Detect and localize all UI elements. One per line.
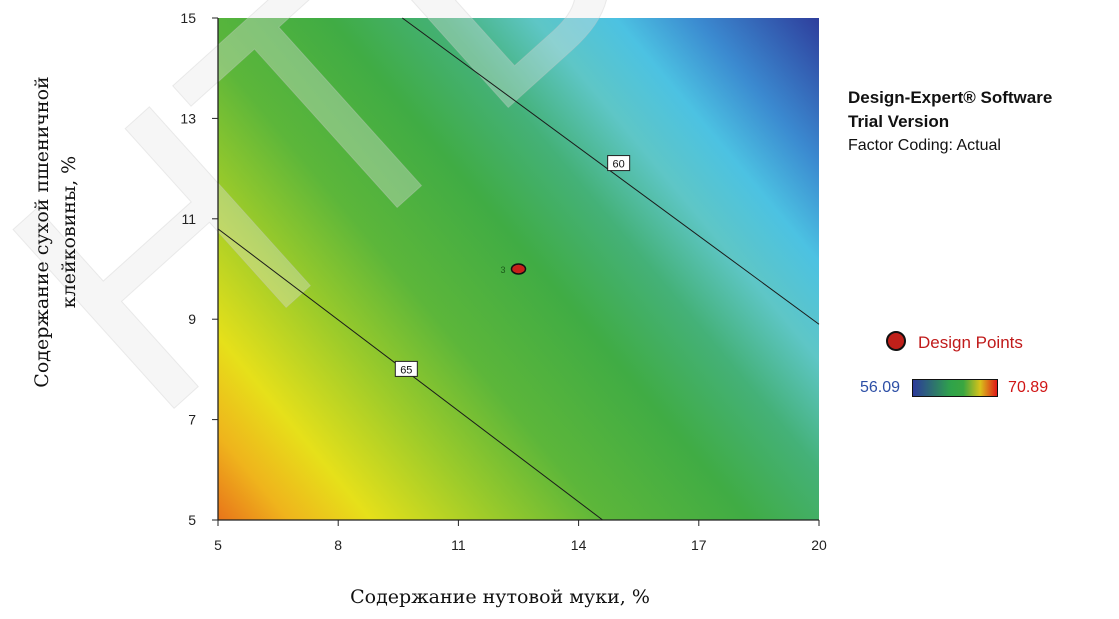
legend-trial-version: Trial Version [848,112,950,131]
color-scale-bar [912,379,999,397]
design-points-label: Design Points [918,333,1023,352]
color-scale-max: 70.89 [1008,379,1049,396]
y-axis-label-line-1: Содержание сухой пшеничной [31,76,53,388]
x-tick-label-17: 17 [691,537,707,553]
design-point-count: 3 [500,265,505,275]
y-tick-label-5: 5 [188,512,196,528]
contour-label-box-65 [394,360,418,377]
contour-line-60 [402,17,820,325]
x-tick-label-14: 14 [571,537,587,553]
y-tick-label-15: 15 [180,10,196,26]
design-point-marker-icon [886,331,906,351]
x-tick-label-11: 11 [451,537,466,553]
legend-software-name: Design-Expert® Software [848,88,1053,107]
contour-label-60: 60 [613,159,625,171]
color-scale-legend: 56.09 70.89 [860,379,1048,397]
x-tick-label-20: 20 [811,537,827,553]
y-axis-label: Содержание сухой пшеничной клейковины, % [29,76,83,387]
y-axis-label-line-2: клейковины, % [58,155,80,309]
contour-label-65: 65 [400,364,412,376]
design-point [510,263,527,275]
y-tick-label-11: 11 [181,211,196,227]
y-tick-label-13: 13 [180,110,196,126]
x-tick-label-8: 8 [334,537,342,553]
x-axis-label: Содержание нутовой муки, % [350,586,650,608]
legend-factor-coding: Factor Coding: Actual [848,137,1001,154]
color-scale-min: 56.09 [860,379,901,396]
x-tick-label-5: 5 [214,537,222,553]
y-tick-label-7: 7 [188,412,196,428]
y-tick-label-9: 9 [188,311,196,327]
software-legend: Design-Expert® Software Trial Version Fa… [848,86,1052,158]
design-points-legend: Design Points [886,331,1023,353]
contour-label-box-60 [607,155,631,172]
